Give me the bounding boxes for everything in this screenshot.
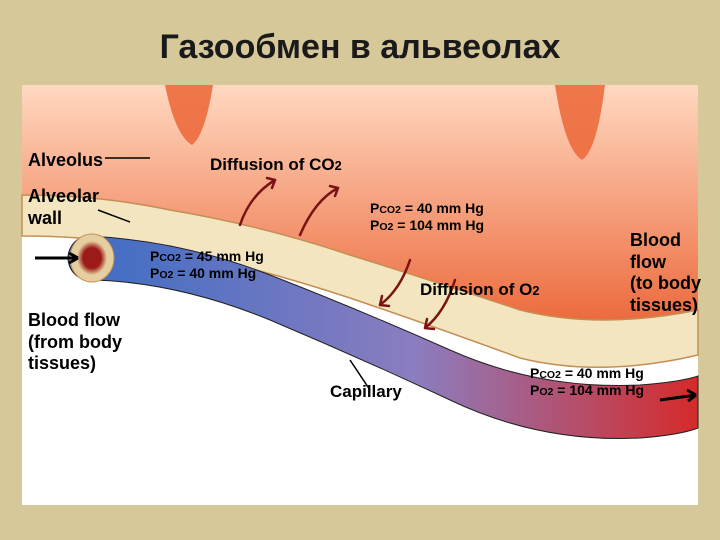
ppM-l2b: O [379, 221, 387, 233]
diagram-svg [0, 0, 720, 540]
ppR-l2a: P [530, 382, 539, 398]
ppR-l1a: P [530, 365, 539, 381]
blood-out-l4: tissues) [630, 295, 698, 315]
ppM-l1d: = 40 mm Hg [401, 200, 484, 216]
partial-pressure-mid: PCO2 = 40 mm Hg PO2 = 104 mm Hg [370, 200, 484, 234]
blood-out-l3: (to body [630, 273, 701, 293]
blood-out-l2: flow [630, 252, 666, 272]
ppL-l1a: P [150, 248, 159, 264]
label-alveolar-wall-l1: Alveolar [28, 186, 99, 206]
blood-in-l3: tissues) [28, 353, 96, 373]
ppM-l1b: CO [379, 204, 395, 216]
ppL-l2d: = 40 mm Hg [173, 265, 256, 281]
page-title: Газообмен в альвеолах [0, 28, 720, 67]
ppL-l1b: CO [159, 252, 175, 264]
blood-in-l1: Blood flow [28, 310, 120, 330]
ppL-l2b: O [159, 269, 167, 281]
ppM-l1a: P [370, 200, 379, 216]
label-diffusion-o2: Diffusion of O2 [420, 280, 539, 300]
diffco2-sub: 2 [335, 158, 342, 173]
partial-pressure-left: PCO2 = 45 mm Hg PO2 = 40 mm Hg [150, 248, 264, 282]
diffo2-sub: 2 [532, 283, 539, 298]
vessel-lumen [77, 241, 107, 275]
label-blood-in: Blood flow (from body tissues) [28, 310, 122, 375]
blood-in-l2: (from body [28, 332, 122, 352]
ppR-l2d: = 104 mm Hg [553, 382, 644, 398]
ppR-l1d: = 40 mm Hg [561, 365, 644, 381]
ppL-l2a: P [150, 265, 159, 281]
ppM-l2d: = 104 mm Hg [393, 217, 484, 233]
partial-pressure-right: PCO2 = 40 mm Hg PO2 = 104 mm Hg [530, 365, 644, 399]
diffo2-text: Diffusion of O [420, 280, 532, 299]
label-capillary: Capillary [330, 382, 402, 402]
ppR-l2b: O [539, 386, 547, 398]
label-alveolar-wall-l2: wall [28, 208, 62, 228]
label-alveolar-wall: Alveolar wall [28, 186, 99, 229]
label-blood-out: Blood flow (to body tissues) [630, 230, 701, 316]
ppM-l2a: P [370, 217, 379, 233]
ppR-l1b: CO [539, 369, 555, 381]
label-diffusion-co2: Diffusion of CO2 [210, 155, 342, 175]
diffco2-text: Diffusion of CO [210, 155, 335, 174]
blood-out-l1: Blood [630, 230, 681, 250]
label-alveolus: Alveolus [28, 150, 103, 172]
ppL-l1d: = 45 mm Hg [181, 248, 264, 264]
